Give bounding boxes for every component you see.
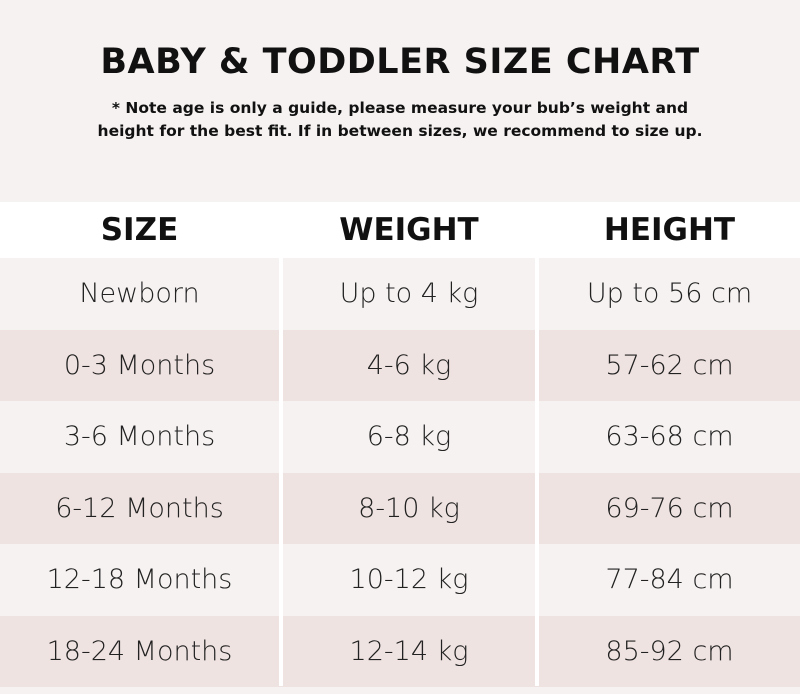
weight-cell: 10-12 kg (349, 564, 469, 596)
column-header-size: SIZE (100, 212, 179, 248)
page-title: BABY & TODDLER SIZE CHART (100, 42, 700, 82)
table-row: 18-24 Months 12-14 kg 85-92 cm (0, 615, 800, 687)
weight-cell: 4-6 kg (366, 349, 452, 381)
weight-cell: Up to 4 kg (339, 278, 479, 310)
size-cell: 12-18 Months (46, 564, 233, 596)
table-row: 12-18 Months 10-12 kg 77-84 cm (0, 544, 800, 616)
height-cell: 77-84 cm (605, 564, 734, 596)
column-divider (279, 258, 283, 686)
size-cell: 18-24 Months (46, 635, 233, 667)
table-row: 3-6 Months 6-8 kg 63-68 cm (0, 401, 800, 473)
size-cell: 3-6 Months (63, 421, 216, 453)
height-cell: Up to 56 cm (586, 278, 753, 310)
size-cell: Newborn (79, 278, 200, 310)
height-cell: 85-92 cm (605, 635, 734, 667)
height-cell: 57-62 cm (605, 349, 734, 381)
column-header-weight: WEIGHT (339, 212, 479, 248)
note-line: height for the best fit. If in between s… (97, 122, 703, 140)
table-row: Newborn Up to 4 kg Up to 56 cm (0, 258, 800, 330)
weight-cell: 8-10 kg (358, 492, 460, 524)
table-header: SIZE WEIGHT HEIGHT (0, 202, 800, 258)
table-row: 0-3 Months 4-6 kg 57-62 cm (0, 329, 800, 401)
column-header-height: HEIGHT (603, 212, 736, 248)
table-row: 6-12 Months 8-10 kg 69-76 cm (0, 472, 800, 544)
height-cell: 63-68 cm (605, 421, 734, 453)
weight-cell: 6-8 kg (366, 421, 452, 453)
height-cell: 69-76 cm (605, 492, 734, 524)
column-divider (535, 258, 539, 686)
weight-cell: 12-14 kg (349, 635, 469, 667)
note-line: * Note age is only a guide, please measu… (111, 99, 689, 117)
size-cell: 6-12 Months (55, 492, 224, 524)
size-note: * Note age is only a guide, please measu… (0, 97, 800, 143)
size-cell: 0-3 Months (63, 349, 216, 381)
